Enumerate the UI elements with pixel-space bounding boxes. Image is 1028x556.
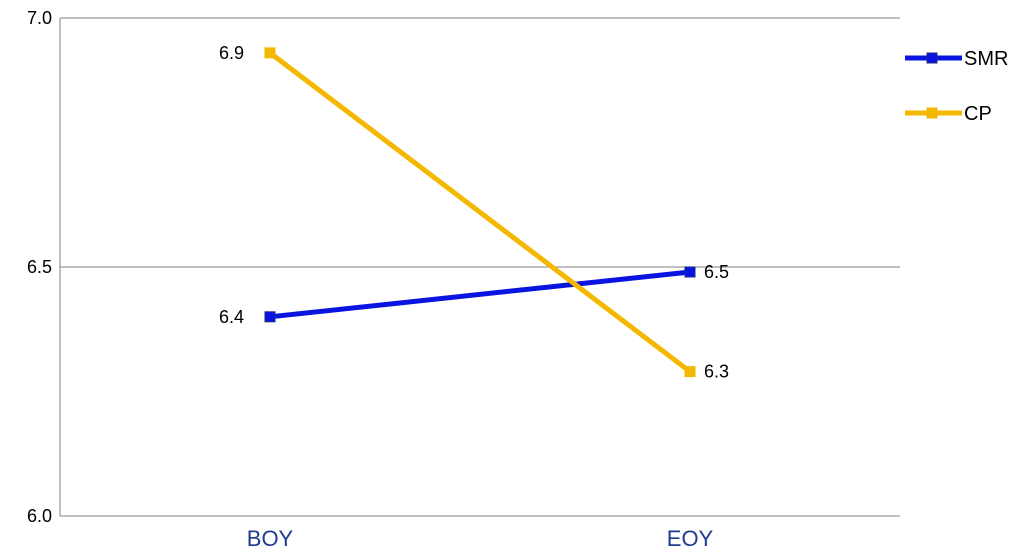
data-point-marker xyxy=(264,47,276,59)
series-line-smr xyxy=(269,269,691,320)
data-label: 6.5 xyxy=(704,262,729,282)
legend: SMR CP xyxy=(905,48,1008,125)
legend-label: SMR xyxy=(964,48,1008,70)
data-point-marker xyxy=(684,266,696,278)
data-point-marker xyxy=(684,366,696,378)
data-point-marker xyxy=(264,311,276,323)
x-tick-label: EOY xyxy=(667,526,714,551)
x-tick-label: BOY xyxy=(247,526,294,551)
data-label: 6.9 xyxy=(219,43,244,63)
gridlines xyxy=(60,17,900,517)
data-label: 6.3 xyxy=(704,362,729,382)
legend-marker xyxy=(926,52,938,64)
series-line-cp xyxy=(268,50,692,374)
data-label: 6.4 xyxy=(219,307,244,327)
legend-marker xyxy=(926,107,938,119)
y-tick-label: 6.5 xyxy=(27,257,52,277)
legend-label: CP xyxy=(964,103,992,125)
x-axis-labels: BOY EOY xyxy=(247,526,714,551)
y-tick-label: 6.0 xyxy=(27,506,52,526)
y-tick-label: 7.0 xyxy=(27,8,52,28)
series-group: 6.4 6.5 6.9 6.3 xyxy=(219,43,729,382)
y-axis-ticks: 6.0 6.5 7.0 xyxy=(27,8,52,526)
